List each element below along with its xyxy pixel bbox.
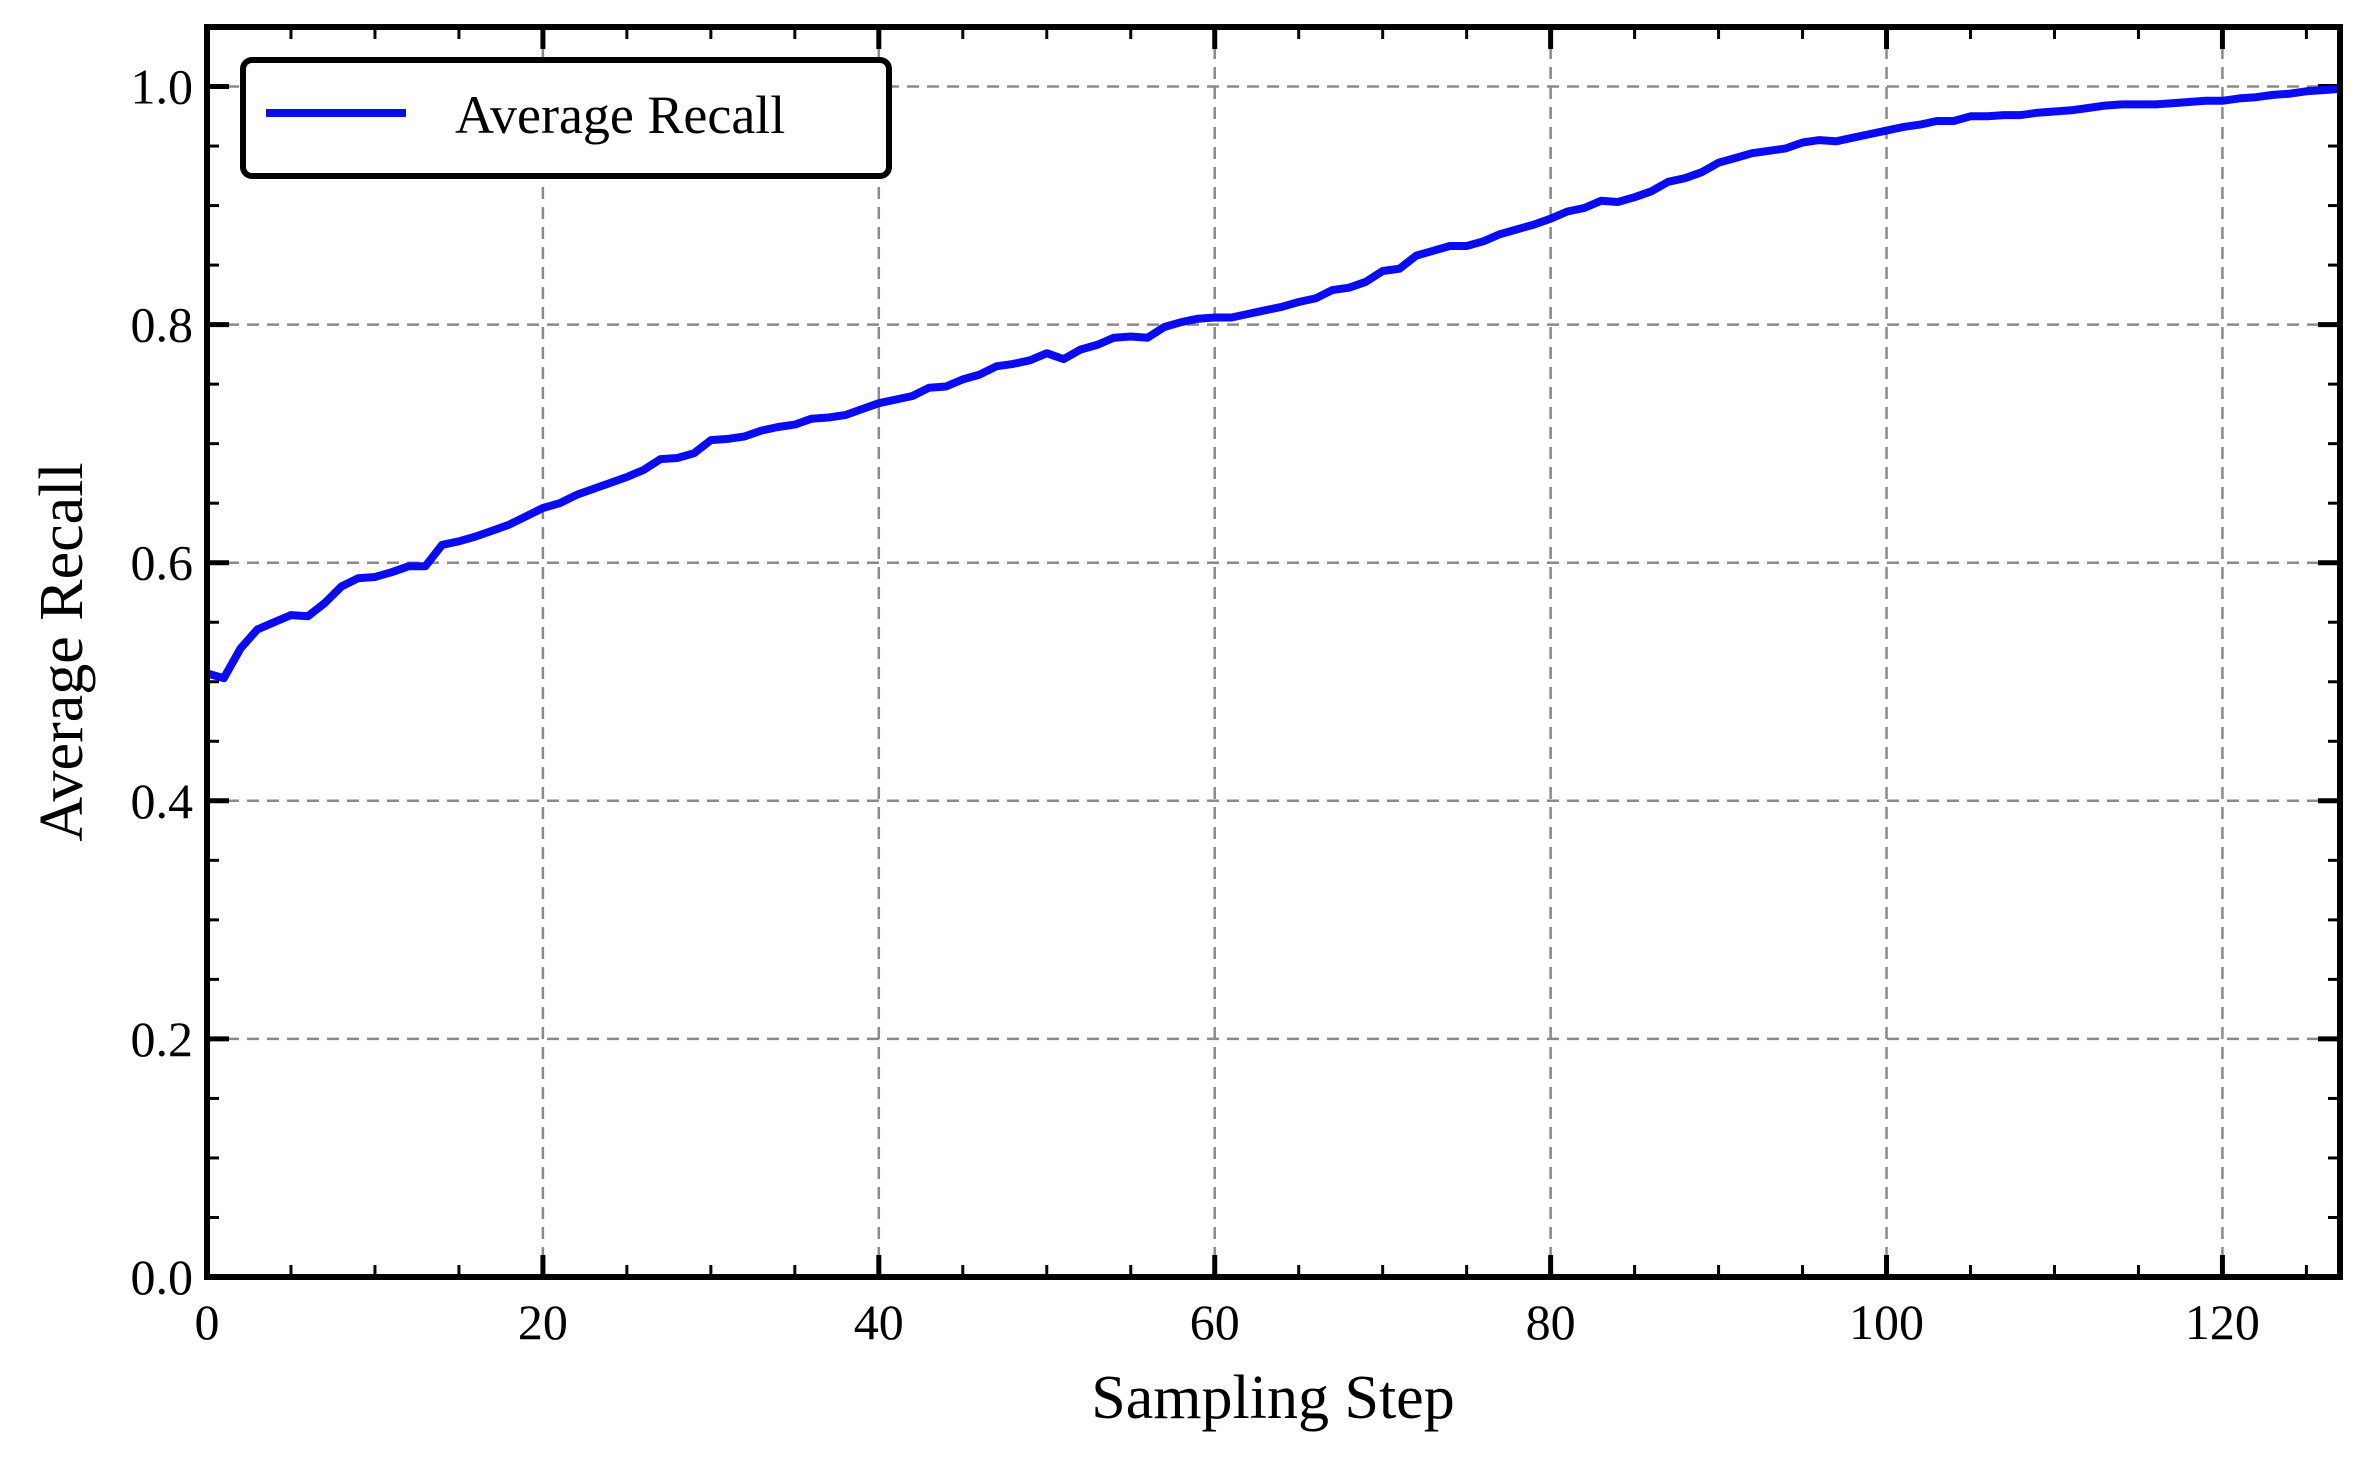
x-tick-label: 80 — [1526, 1294, 1576, 1350]
series-line-average-recall — [205, 84, 2341, 683]
x-tick-label: 100 — [1849, 1294, 1924, 1350]
y-tick-label: 0.8 — [131, 297, 194, 353]
y-tick-label: 0.0 — [131, 1249, 194, 1305]
y-tick-label: 0.4 — [131, 773, 194, 829]
series-layer — [205, 84, 2341, 683]
y-axis-title: Average Recall — [28, 462, 96, 841]
legend-label-average-recall: Average Recall — [455, 85, 785, 145]
x-tick-label: 0 — [195, 1294, 220, 1350]
y-tick-label: 1.0 — [131, 59, 194, 115]
legend: Average Recall — [240, 57, 892, 179]
x-tick-label: 60 — [1190, 1294, 1240, 1350]
x-axis-title: Sampling Step — [1091, 1364, 1454, 1432]
y-tick-label: 0.6 — [131, 535, 194, 591]
x-tick-label: 40 — [854, 1294, 904, 1350]
gridlines — [207, 27, 2340, 1277]
x-tick-label: 20 — [518, 1294, 568, 1350]
legend-box — [240, 57, 892, 179]
plot-frame — [204, 24, 2343, 1280]
x-tick-labels: 0 20 40 60 80 100 120 — [195, 1294, 2260, 1350]
y-tick-label: 0.2 — [131, 1011, 194, 1067]
x-tick-label: 120 — [2185, 1294, 2260, 1350]
y-tick-labels: 0.0 0.2 0.4 0.6 0.8 1.0 — [131, 59, 194, 1305]
